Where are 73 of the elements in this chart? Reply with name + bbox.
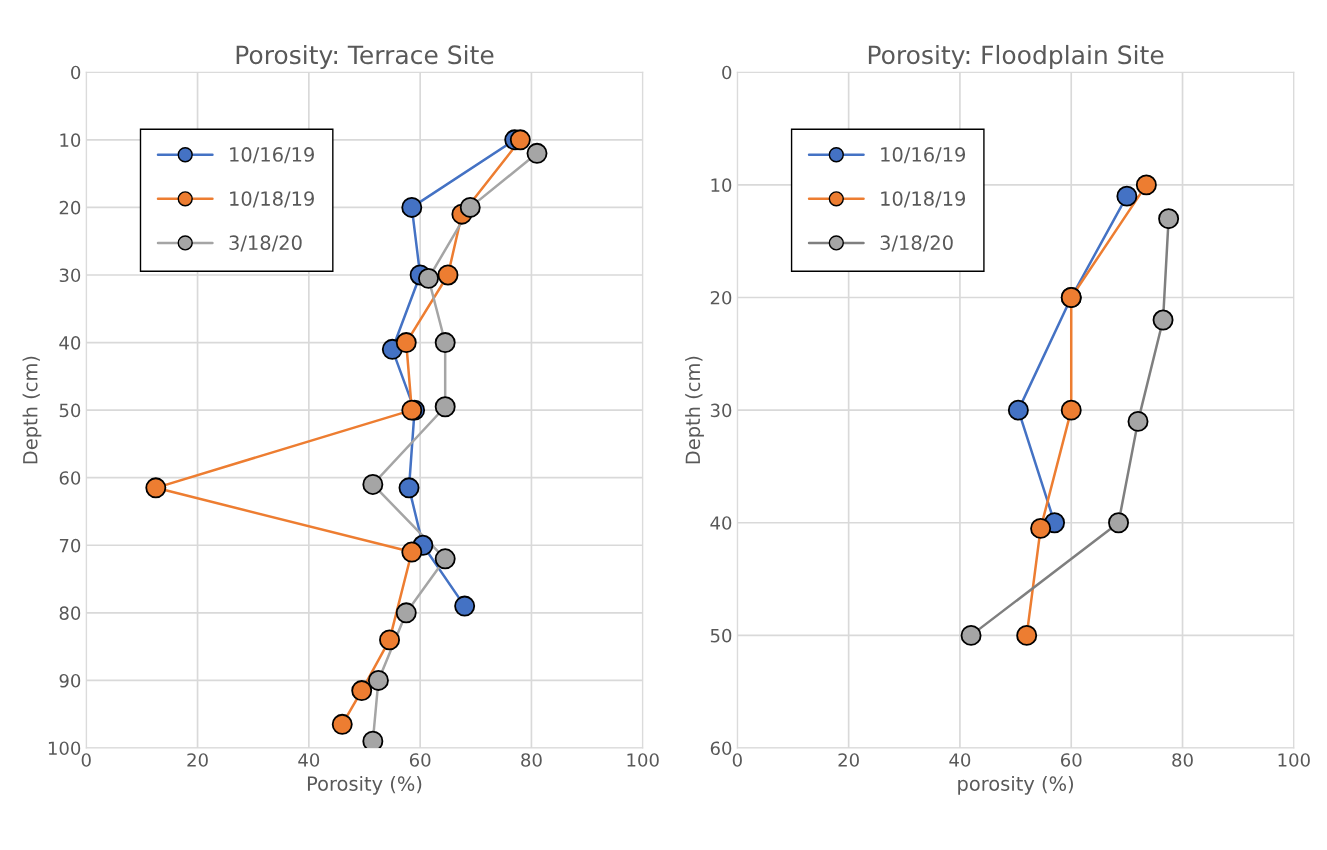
point [418,267,439,289]
y-tick-label: 40 [710,516,732,530]
y-tick-label: 90 [59,673,81,688]
y-tick-label: 80 [59,606,81,620]
x-tick-label: 100 [627,753,659,767]
y-tick-label: 10 [60,133,81,147]
point [434,548,456,570]
point [434,396,456,418]
x-tick-label: 40 [949,753,971,767]
chart-title: Porosity: Floodplain Site [868,44,1164,70]
x-tick-label: 40 [298,753,320,767]
point [367,669,389,691]
y-tick-label: 20 [59,200,81,215]
point [401,196,423,218]
point [395,602,417,624]
y-tick-label: 60 [59,471,81,485]
point [1116,185,1138,207]
x-tick-label: 60 [409,753,431,767]
point [459,196,481,218]
x-tick-label: 100 [1278,753,1310,767]
y-tick-label: 10 [711,178,732,192]
point [379,629,401,651]
x-axis-title: Porosity (%) [307,775,422,795]
point [1108,512,1130,534]
legend-label: 10/18/19 [230,191,314,208]
x-tick-label: 80 [521,753,542,767]
point [362,473,384,495]
y-tick-label: 50 [710,628,732,643]
point [398,477,420,499]
y-tick-label: 70 [59,538,81,553]
y-axis-title: Depth (cm) [22,356,42,464]
x-tick-label: 0 [732,753,742,767]
point [434,332,456,354]
y-tick-label: 30 [59,268,81,283]
legend-label: 3/18/20 [880,235,953,252]
point [1007,399,1029,421]
y-tick-label: 0 [722,65,732,80]
point [1158,208,1180,230]
y-tick-label: 30 [710,403,732,418]
point [1135,174,1157,196]
legend-label: 10/18/19 [881,191,966,208]
point [960,624,982,646]
x-tick-label: 20 [187,753,208,767]
x-tick-label: 60 [1061,753,1082,767]
legend-label: 10/16/19 [881,147,966,164]
chart-title: Porosity: Terrace Site [236,44,494,70]
point [395,332,417,354]
point [1152,309,1174,331]
x-axis-title: porosity (%) [958,775,1073,795]
point [145,477,167,499]
legend-label: 3/18/20 [229,235,302,252]
point [1030,517,1052,539]
y-axis-title: Depth (cm) [685,356,704,464]
point [454,595,476,617]
x-tick-label: 80 [1172,753,1193,767]
y-tick-label: 0 [71,65,81,80]
point [509,129,531,151]
x-tick-label: 20 [838,753,859,767]
point [1060,399,1082,421]
y-tick-label: 60 [710,741,732,756]
point [351,680,373,702]
point [437,264,459,286]
y-tick-label: 40 [59,336,81,350]
y-tick-label: 50 [59,403,81,418]
point [331,713,353,735]
point [526,142,548,164]
y-tick-label: 20 [710,290,732,305]
x-tick-label: 0 [81,753,91,767]
legend-label: 10/16/19 [230,147,314,164]
point [1016,624,1038,646]
point [1127,410,1149,432]
y-tick-label: 100 [48,741,81,756]
point [401,541,423,563]
